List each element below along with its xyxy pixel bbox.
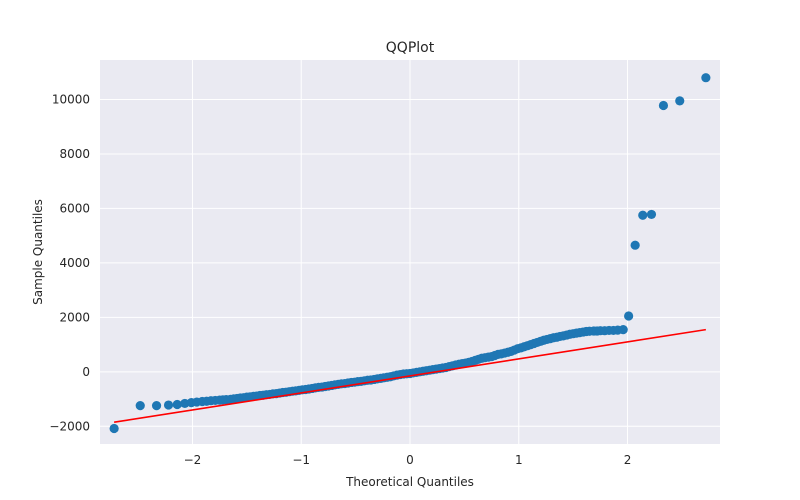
- y-axis-ticks: −2000 0 2000 4000 6000 8000 10000: [49, 92, 90, 433]
- data-point: [172, 399, 182, 410]
- fit-line: [114, 328, 706, 424]
- data-point: [646, 209, 657, 220]
- data-point: [701, 73, 711, 83]
- chart-title: QQPlot: [386, 40, 435, 56]
- y-axis-title: Sample Quantiles: [31, 199, 45, 305]
- y-tick-label: 0: [82, 365, 90, 379]
- data-point: [658, 100, 669, 111]
- x-tick-label: 2: [624, 453, 632, 467]
- x-tick-label: 0: [406, 453, 414, 467]
- y-tick-label: 8000: [59, 147, 90, 161]
- data-point: [135, 401, 145, 411]
- data-point: [675, 96, 685, 106]
- data-point: [630, 240, 640, 250]
- x-axis-title: Theoretical Quantiles: [345, 475, 474, 489]
- x-tick-label: −2: [184, 453, 202, 467]
- grid-lines: [100, 60, 720, 444]
- data-point: [624, 311, 634, 321]
- data-point: [638, 210, 648, 220]
- y-tick-label: 2000: [59, 310, 90, 324]
- x-tick-label: 1: [515, 453, 523, 467]
- y-tick-label: −2000: [49, 419, 90, 433]
- y-tick-label: 6000: [59, 201, 90, 215]
- y-tick-label: 10000: [52, 92, 90, 106]
- x-tick-label: −1: [292, 453, 310, 467]
- data-point: [151, 401, 162, 411]
- data-point: [163, 400, 174, 410]
- reference-line: [114, 328, 706, 424]
- y-tick-label: 4000: [59, 256, 90, 270]
- data-point: [109, 423, 119, 434]
- x-axis-ticks: −2 −1 0 1 2: [184, 453, 632, 467]
- data-point: [618, 325, 628, 335]
